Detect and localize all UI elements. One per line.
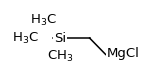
Text: $\mathdefault{H_3C}$: $\mathdefault{H_3C}$ — [12, 30, 39, 46]
Text: $\mathdefault{H_3C}$: $\mathdefault{H_3C}$ — [30, 13, 57, 28]
Text: MgCl: MgCl — [107, 47, 140, 60]
Text: $\mathdefault{CH_3}$: $\mathdefault{CH_3}$ — [47, 49, 73, 64]
Text: Si: Si — [54, 32, 66, 45]
